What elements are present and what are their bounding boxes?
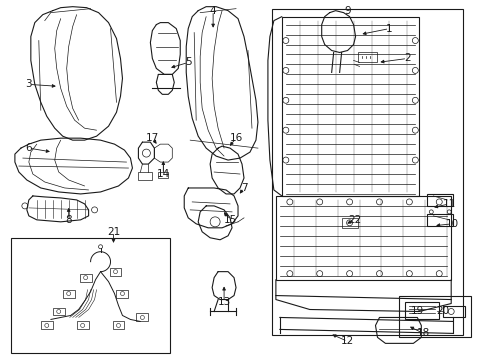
Bar <box>63 289 74 298</box>
Text: 18: 18 <box>416 328 430 338</box>
Bar <box>272 9 463 336</box>
Text: 2: 2 <box>404 54 411 63</box>
Bar <box>443 306 465 318</box>
Bar <box>276 196 451 280</box>
Bar <box>427 214 453 226</box>
Text: 15: 15 <box>223 215 237 225</box>
Text: 19: 19 <box>411 306 424 316</box>
Bar <box>138 172 152 180</box>
Text: 16: 16 <box>229 133 243 143</box>
Bar <box>427 194 453 206</box>
Text: 6: 6 <box>25 143 32 153</box>
Bar <box>53 307 65 315</box>
Bar <box>282 17 419 196</box>
Bar <box>76 321 89 329</box>
Text: 17: 17 <box>146 133 159 143</box>
Text: 21: 21 <box>107 227 120 237</box>
Bar <box>110 268 122 276</box>
Bar <box>113 321 124 329</box>
Bar <box>136 314 148 321</box>
Bar <box>11 238 171 353</box>
Text: 22: 22 <box>348 215 361 225</box>
Bar <box>399 296 471 337</box>
Text: 1: 1 <box>386 24 393 33</box>
Text: 14: 14 <box>157 169 170 179</box>
Text: 20: 20 <box>437 306 450 316</box>
Bar <box>405 302 439 319</box>
Text: 3: 3 <box>25 79 32 89</box>
Bar <box>342 218 358 228</box>
Bar <box>80 274 92 282</box>
Text: 13: 13 <box>218 297 231 306</box>
Text: 10: 10 <box>445 219 459 229</box>
Text: 8: 8 <box>65 215 72 225</box>
Bar <box>117 289 128 298</box>
Text: 7: 7 <box>241 183 247 193</box>
Text: 11: 11 <box>442 199 456 209</box>
Text: 9: 9 <box>344 6 351 15</box>
Bar <box>158 172 168 178</box>
Text: 12: 12 <box>341 336 354 346</box>
Text: 5: 5 <box>185 58 192 67</box>
Bar <box>358 53 377 62</box>
Text: 4: 4 <box>210 6 217 15</box>
Bar <box>41 321 53 329</box>
